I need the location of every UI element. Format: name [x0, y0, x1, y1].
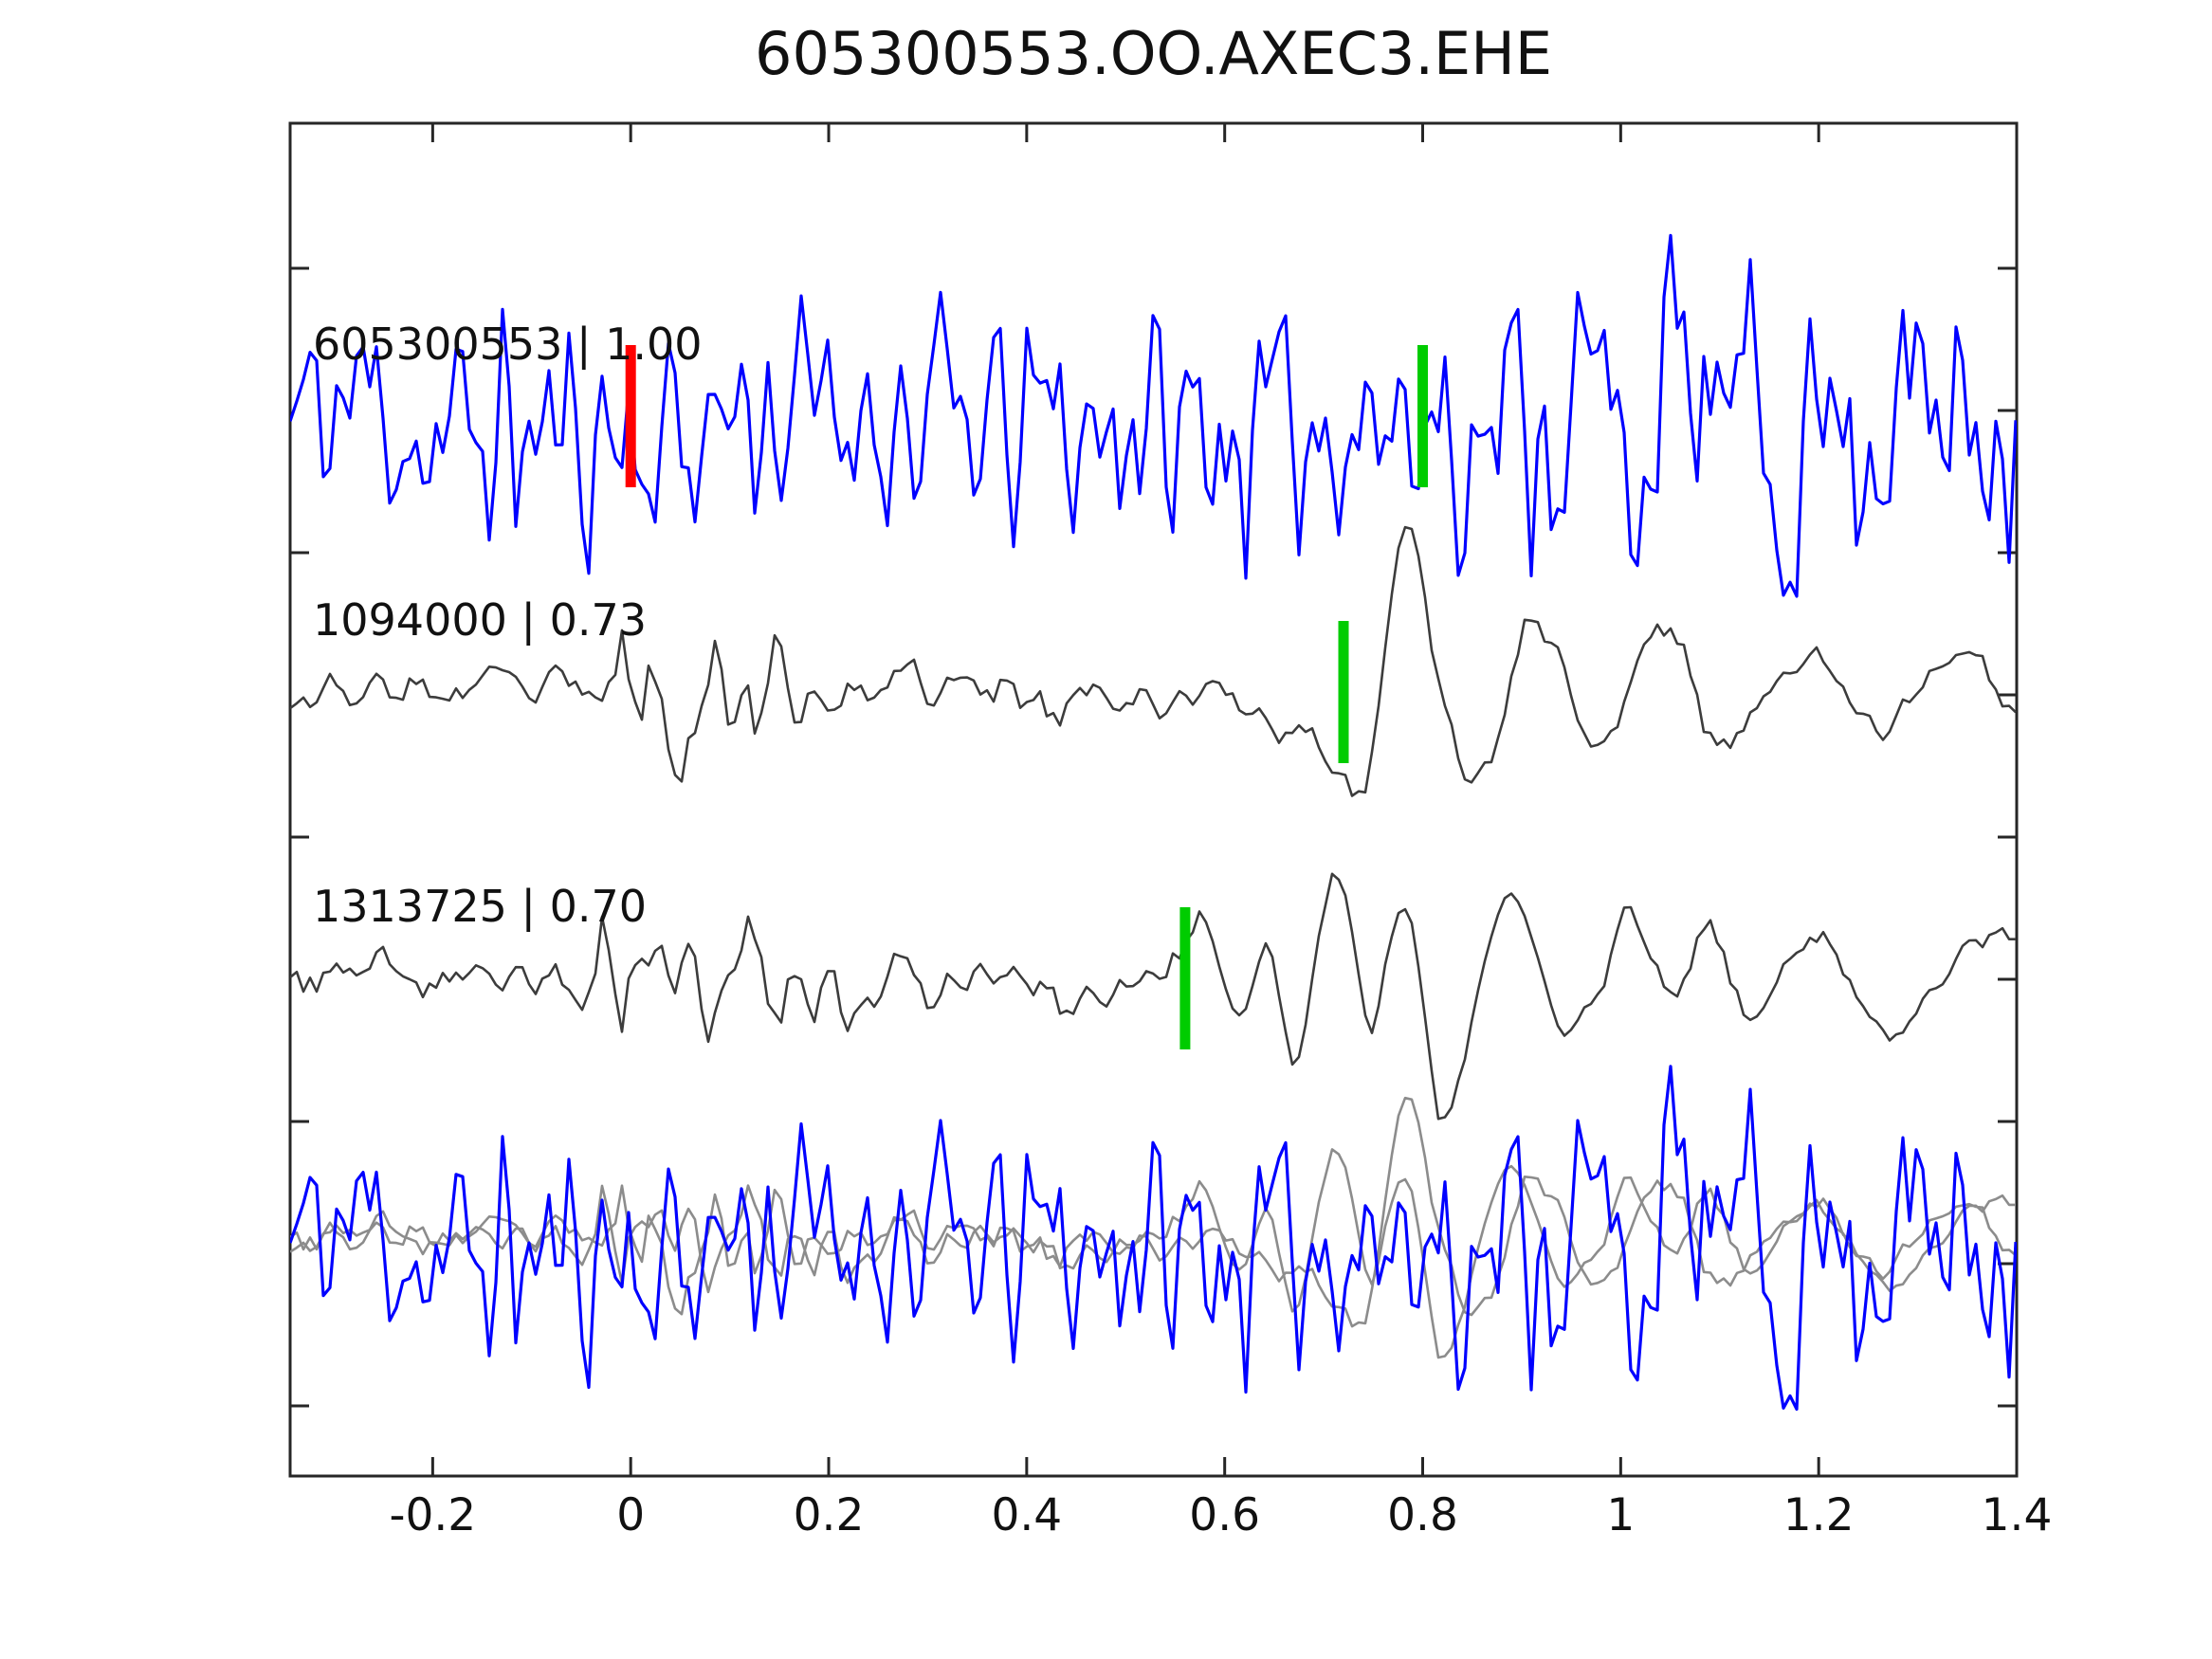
- trace-waveform-605300553: [290, 233, 2017, 598]
- match-pick-marker: [1417, 345, 1428, 487]
- trace-label-match-1: 1094000 | 0.73: [313, 594, 647, 647]
- axes-box-and-ticks: [288, 121, 2019, 1478]
- match-pick-marker: [1338, 621, 1349, 763]
- plot-border: [288, 121, 2019, 1478]
- x-tick-label: 0.4: [991, 1489, 1062, 1541]
- x-tick-label: 0.2: [794, 1489, 865, 1541]
- plot-title: 605300553.OO.AXEC3.EHE: [755, 19, 1552, 88]
- x-tick-label: -0.2: [389, 1489, 476, 1541]
- x-tick-label: 1: [1606, 1489, 1635, 1541]
- x-tick-label: 0.8: [1387, 1489, 1458, 1541]
- trace-waveform-1313725: [290, 872, 2016, 1121]
- reference-pick-marker: [625, 345, 636, 487]
- waveform-traces: [290, 233, 2017, 1412]
- x-axis-tick-labels: -0.2 0 0.2 0.4 0.6 0.8 1 1.2 1.4: [389, 1489, 2052, 1541]
- x-tick-label: 1.2: [1783, 1489, 1855, 1541]
- overlay-trace-605300553: [290, 1065, 2017, 1412]
- trace-label-match-2: 1313725 | 0.70: [313, 881, 647, 933]
- trace-labels: 605300553 | 1.00 1094000 | 0.73 1313725 …: [313, 319, 703, 933]
- match-pick-marker: [1179, 907, 1191, 1049]
- trace-label-reference: 605300553 | 1.00: [313, 319, 703, 371]
- trace-waveform-1094000: [290, 525, 2017, 797]
- x-tick-label: 1.4: [1982, 1489, 2053, 1541]
- pick-markers: [625, 345, 1428, 1049]
- x-tick-label: 0.6: [1189, 1489, 1260, 1541]
- overlay-trace-1094000: [290, 1096, 2017, 1328]
- x-tick-label: 0: [616, 1489, 645, 1541]
